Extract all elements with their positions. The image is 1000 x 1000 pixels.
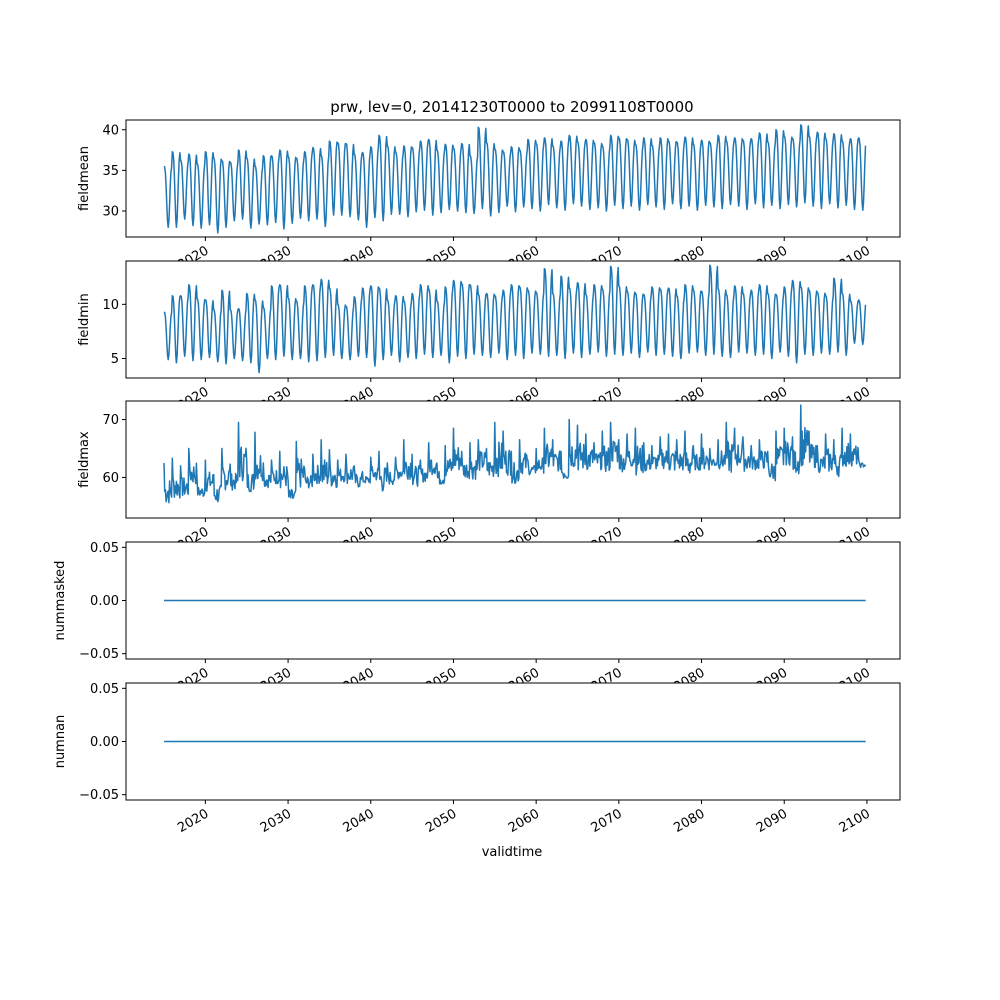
y-axis-label: numnan — [53, 715, 68, 769]
y-tick-label: 0.00 — [90, 594, 119, 609]
y-tick-label: 35 — [102, 164, 119, 179]
y-axis-label: fieldmax — [77, 431, 92, 488]
axes-frame — [125, 400, 901, 519]
series-line-fieldmax — [163, 404, 867, 504]
y-tick-label: 40 — [102, 123, 119, 138]
chart-title: prw, lev=0, 20141230T0000 to 20991108T00… — [330, 98, 693, 116]
y-axis-label: nummasked — [53, 561, 68, 641]
y-tick-label: −0.05 — [79, 788, 119, 803]
y-axis-label: fieldmean — [77, 146, 92, 211]
series-line-fieldmin — [163, 264, 867, 374]
x-axis-label: validtime — [482, 845, 543, 860]
y-tick-label: 10 — [102, 298, 119, 313]
y-tick-label: 5 — [111, 352, 119, 367]
axes-frame — [125, 260, 901, 379]
y-tick-label: 0.00 — [90, 735, 119, 750]
series-line-fieldmean — [163, 124, 867, 234]
y-tick-label: 0.05 — [90, 541, 119, 556]
axes-background — [126, 261, 900, 378]
y-tick-label: 70 — [102, 413, 119, 428]
y-tick-label: 0.05 — [90, 682, 119, 697]
axes-frame — [125, 119, 901, 238]
y-tick-label: 60 — [102, 471, 119, 486]
y-tick-label: 30 — [102, 205, 119, 220]
y-tick-label: −0.05 — [79, 647, 119, 662]
y-axis-label: fieldmin — [77, 293, 92, 346]
